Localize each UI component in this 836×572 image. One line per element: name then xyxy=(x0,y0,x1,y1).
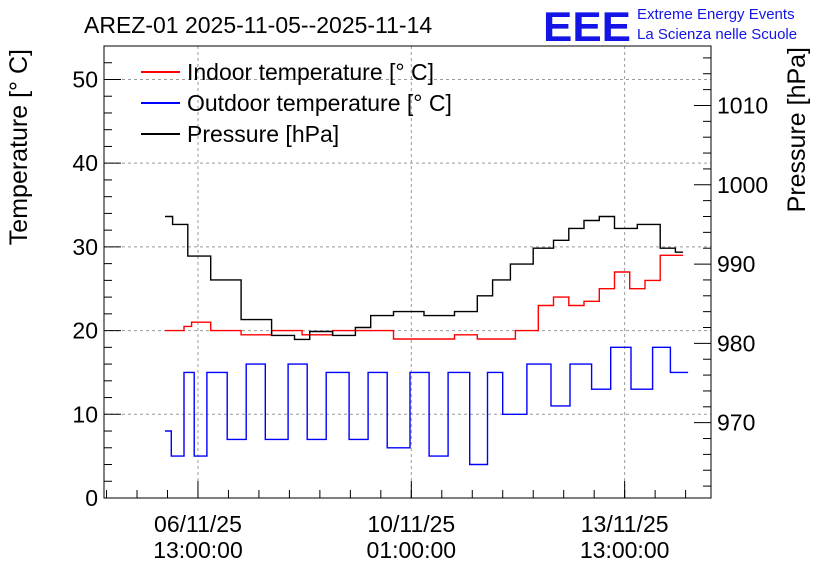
logo-mark: EEE xyxy=(543,3,631,50)
legend-label-indoor: Indoor temperature [° C] xyxy=(187,59,434,85)
legend-label-outdoor: Outdoor temperature [° C] xyxy=(187,90,452,116)
y2-axis-label: Pressure [hPa] xyxy=(783,47,811,212)
logo-line-1: Extreme Energy Events xyxy=(637,6,795,23)
y-tick-label: 20 xyxy=(72,318,98,344)
logo-line-2: La Scienza nelle Scuole xyxy=(637,26,797,43)
chart-title: AREZ-01 2025-11-05--2025-11-14 xyxy=(84,12,432,38)
series-layer xyxy=(165,215,689,466)
legend-label-pressure: Pressure [hPa] xyxy=(187,121,339,147)
x-tick-date: 10/11/25 xyxy=(367,511,455,537)
y-tick-label: 30 xyxy=(72,234,98,260)
y-tick-label: 50 xyxy=(72,66,98,92)
y2-tick-label: 970 xyxy=(717,410,755,436)
legend: Indoor temperature [° C] Outdoor tempera… xyxy=(141,59,452,147)
y-axis-right: 970 980 990 1000 1010 xyxy=(694,57,768,487)
x-tick-time: 13:00:00 xyxy=(153,537,243,563)
y2-tick-label: 980 xyxy=(717,330,755,356)
plot-frame xyxy=(103,45,712,499)
x-tick-date: 13/11/25 xyxy=(581,511,669,537)
eee-logo: EEE Extreme Energy Events La Scienza nel… xyxy=(543,3,797,50)
series-pressure-line xyxy=(165,215,684,341)
y-tick-label: 0 xyxy=(85,485,98,511)
x-tick-date: 06/11/25 xyxy=(154,511,242,537)
y2-tick-label: 1010 xyxy=(717,92,768,118)
x-axis: 06/11/2513:00:0010/11/2501:00:0013/11/25… xyxy=(106,481,687,563)
y-tick-label: 10 xyxy=(72,401,98,427)
y-tick-label: 40 xyxy=(72,150,98,176)
y-axis-label: Temperature [° C] xyxy=(5,49,33,245)
grid-lines xyxy=(104,46,711,498)
y-axis-left: 0 10 20 30 40 50 xyxy=(72,45,121,511)
y2-tick-label: 990 xyxy=(717,251,755,277)
x-tick-time: 13:00:00 xyxy=(580,537,670,563)
series-indoor-line xyxy=(165,254,684,340)
x-tick-time: 01:00:00 xyxy=(367,537,457,563)
series-outdoor-line xyxy=(165,346,689,466)
y2-tick-label: 1000 xyxy=(717,172,768,198)
